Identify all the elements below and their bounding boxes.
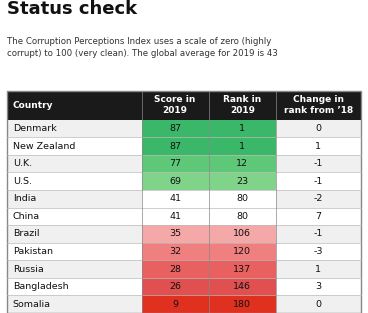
Text: 69: 69	[169, 177, 181, 186]
Text: 137: 137	[233, 264, 251, 274]
Text: -3: -3	[314, 247, 323, 256]
Bar	[7, 295, 142, 313]
Text: Bangladesh: Bangladesh	[13, 282, 68, 291]
Text: Pakistan: Pakistan	[13, 247, 53, 256]
Text: 1: 1	[239, 124, 245, 133]
Bar	[209, 172, 276, 190]
Text: Country: Country	[13, 101, 53, 110]
Text: China: China	[13, 212, 40, 221]
Text: 80: 80	[236, 212, 248, 221]
Bar	[142, 295, 209, 313]
Text: 146: 146	[233, 282, 251, 291]
Bar	[209, 295, 276, 313]
Bar	[142, 120, 209, 137]
Bar	[209, 260, 276, 278]
Bar	[7, 91, 142, 120]
Bar	[276, 155, 361, 172]
Bar	[209, 137, 276, 155]
Text: 106: 106	[233, 229, 251, 239]
Text: 35: 35	[169, 229, 181, 239]
Text: 87: 87	[169, 141, 181, 151]
Bar	[142, 243, 209, 260]
Bar	[276, 172, 361, 190]
Bar	[7, 155, 142, 172]
Text: 3: 3	[315, 282, 321, 291]
Bar	[276, 278, 361, 295]
Text: Russia: Russia	[13, 264, 43, 274]
Bar	[142, 155, 209, 172]
Bar	[276, 91, 361, 120]
Text: Rank in
2019: Rank in 2019	[223, 95, 261, 115]
Text: -1: -1	[314, 159, 323, 168]
Bar	[7, 243, 142, 260]
Bar	[209, 278, 276, 295]
Bar	[276, 225, 361, 243]
Bar	[276, 260, 361, 278]
Text: -1: -1	[314, 229, 323, 239]
Bar	[142, 260, 209, 278]
Bar	[142, 137, 209, 155]
Text: 120: 120	[233, 247, 251, 256]
Text: 41: 41	[169, 194, 181, 203]
Bar	[276, 137, 361, 155]
Bar	[209, 225, 276, 243]
Text: U.S.: U.S.	[13, 177, 32, 186]
Text: Score in
2019: Score in 2019	[155, 95, 196, 115]
Text: U.K.: U.K.	[13, 159, 32, 168]
Bar	[7, 120, 142, 137]
Text: 1: 1	[315, 141, 321, 151]
Text: -1: -1	[314, 177, 323, 186]
Bar	[7, 260, 142, 278]
Text: 41: 41	[169, 212, 181, 221]
Bar	[209, 120, 276, 137]
Text: Status check: Status check	[7, 0, 138, 18]
Text: New Zealand: New Zealand	[13, 141, 75, 151]
Bar	[142, 190, 209, 208]
Text: 87: 87	[169, 124, 181, 133]
Text: The Corruption Perceptions Index uses a scale of zero (highly
corrupt) to 100 (v: The Corruption Perceptions Index uses a …	[7, 37, 278, 58]
Bar	[209, 190, 276, 208]
Bar	[142, 278, 209, 295]
Text: 23: 23	[236, 177, 248, 186]
Text: Change in
rank from ’18: Change in rank from ’18	[284, 95, 353, 115]
Text: Denmark: Denmark	[13, 124, 56, 133]
Text: 77: 77	[169, 159, 181, 168]
Text: 0: 0	[315, 124, 321, 133]
Text: 180: 180	[233, 300, 251, 309]
Bar	[276, 295, 361, 313]
Text: 1: 1	[239, 141, 245, 151]
Bar	[7, 190, 142, 208]
Bar	[142, 208, 209, 225]
Bar	[142, 172, 209, 190]
Bar	[276, 120, 361, 137]
Text: 1: 1	[315, 264, 321, 274]
Bar	[209, 91, 276, 120]
Text: 7: 7	[315, 212, 321, 221]
Text: 0: 0	[315, 300, 321, 309]
Text: Somalia: Somalia	[13, 300, 51, 309]
Text: -2: -2	[314, 194, 323, 203]
Text: 28: 28	[169, 264, 181, 274]
Text: 12: 12	[236, 159, 248, 168]
Bar	[7, 172, 142, 190]
Bar	[7, 208, 142, 225]
Bar	[142, 91, 209, 120]
Text: 80: 80	[236, 194, 248, 203]
Bar	[7, 225, 142, 243]
Bar	[209, 243, 276, 260]
Bar	[142, 225, 209, 243]
Bar	[7, 137, 142, 155]
Bar	[209, 208, 276, 225]
Bar	[7, 278, 142, 295]
Bar	[276, 243, 361, 260]
Bar	[209, 155, 276, 172]
Text: 32: 32	[169, 247, 181, 256]
Bar	[276, 190, 361, 208]
Text: Brazil: Brazil	[13, 229, 39, 239]
Text: 9: 9	[172, 300, 178, 309]
Text: India: India	[13, 194, 36, 203]
Bar	[276, 208, 361, 225]
Text: 26: 26	[169, 282, 181, 291]
